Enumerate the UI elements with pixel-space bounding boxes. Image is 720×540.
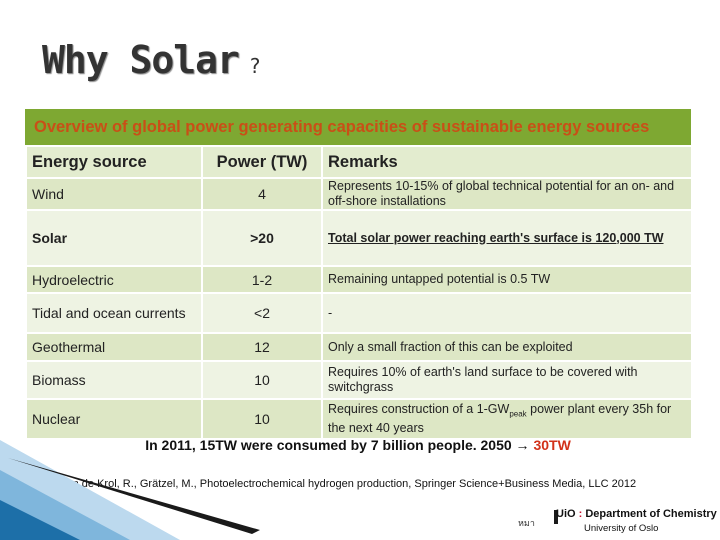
nuclear-remarks-pre: Requires construction of a 1-GW [328,401,510,416]
uio-mark: UiO [556,508,576,520]
table-row: Tidal and ocean currents <2 - [25,292,693,334]
row-nuclear-source: Nuclear [25,398,203,440]
row-tidal-remarks: - [321,292,693,334]
row-hydro-power: 1-2 [201,265,323,294]
energy-capacity-table: Energy source Power (TW) Remarks Wind 4 … [25,145,693,440]
row-geothermal-remarks: Only a small fraction of this can be exp… [321,332,693,362]
header-power: Power (TW) [201,145,323,179]
department-name: Department of Chemistry [585,508,717,520]
row-solar-power: >20 [201,209,323,267]
row-wind-source: Wind [25,177,203,211]
row-geothermal-power: 12 [201,332,323,362]
energy-table-panel: Overview of global power generating capa… [25,109,693,492]
slide-title-text: Why Solar [42,38,240,82]
citation: van de Krol, R., Grätzel, M., Photoelect… [61,478,637,490]
row-biomass-source: Biomass [25,360,203,400]
table-header-row: Energy source Power (TW) Remarks [25,145,693,179]
table-row: Solar >20 Total solar power reaching ear… [25,209,693,267]
slide-title-suffix: ? [248,54,261,78]
header-energy-source: Energy source [25,145,203,179]
small-footnote: หมา [518,518,535,528]
table-row: Wind 4 Represents 10-15% of global techn… [25,177,693,211]
nuclear-remarks-post: power plant every 35h for the next 40 ye… [328,401,672,436]
table-banner: Overview of global power generating capa… [25,109,691,145]
row-tidal-power: <2 [201,292,323,334]
row-nuclear-remarks: Requires construction of a 1-GWpeak powe… [321,398,693,440]
slide-title: Why Solar? [42,38,261,82]
row-hydro-source: Hydroelectric [25,265,203,294]
row-biomass-power: 10 [201,360,323,400]
consumption-note-text: In 2011, 15TW were consumed by 7 billion… [145,437,534,453]
table-row: Geothermal 12 Only a small fraction of t… [25,332,693,362]
row-solar-remarks: Total solar power reaching earth's surfa… [321,209,693,267]
row-solar-source: Solar [25,209,203,267]
consumption-note-highlight: 30TW [533,437,571,453]
consumption-note: In 2011, 15TW were consumed by 7 billion… [25,437,691,453]
row-wind-remarks: Represents 10-15% of global technical po… [321,177,693,211]
row-nuclear-power: 10 [201,398,323,440]
logo-separator-icon: : [578,508,583,520]
university-name: University of Oslo [584,523,659,534]
corner-decoration-dark [0,500,80,540]
table-row: Biomass 10 Requires 10% of earth's land … [25,360,693,400]
uio-logo: UiO : Department of Chemistry University… [556,508,717,534]
nuclear-remarks-sub: peak [509,409,527,419]
table-row: Hydroelectric 1-2 Remaining untapped pot… [25,265,693,294]
row-geothermal-source: Geothermal [25,332,203,362]
row-wind-power: 4 [201,177,323,211]
header-remarks: Remarks [321,145,693,179]
row-hydro-remarks: Remaining untapped potential is 0.5 TW [321,265,693,294]
row-tidal-source: Tidal and ocean currents [25,292,203,334]
row-biomass-remarks: Requires 10% of earth's land surface to … [321,360,693,400]
table-row: Nuclear 10 Requires construction of a 1-… [25,398,693,440]
